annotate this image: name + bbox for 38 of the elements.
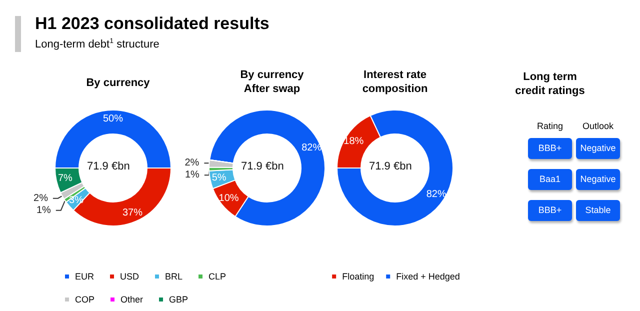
data-label: 2% [34,192,48,204]
text: Stable [576,200,620,221]
data-label: 7% [58,173,73,184]
data-label: 2% [184,158,200,169]
legend-label: COP [75,294,95,304]
data-label: 1% [184,170,200,181]
slice-label: By currency [86,77,151,89]
text: Negative [576,138,620,159]
text: 71.9 €bn [369,160,412,172]
text: Baa1 [528,169,572,190]
text: BBB+ [528,138,572,159]
text: 71.9 €bn [87,160,130,172]
data-label: 1% [36,204,51,216]
legend-label: EUR [75,272,94,282]
text: H1 2023 consolidated results [35,14,270,34]
legend-label: USD [120,272,140,282]
text: Long term credit ratings [514,70,586,98]
text: Outlook [581,121,615,131]
slice-label: By currency After swap [240,69,305,95]
data-label: 82% [302,142,322,154]
text: Rating [536,121,564,131]
data-label: 18% [344,136,364,148]
data-label: 10% [218,193,239,204]
legend-label: Floating [342,272,374,282]
chart-title: Interest rate composition [362,69,428,95]
text: Negative [576,169,620,190]
text: 71.9 €bn [241,160,284,172]
legend-label: Other [120,294,144,304]
data-label: 50% [102,114,124,124]
legend-label: CLP [208,272,226,282]
text: BBB+ [528,200,572,221]
data-label: 37% [122,207,143,218]
legend-label: GBP [169,294,188,304]
data-label: 5% [212,172,226,184]
legend-label: Fixed + Hedged [396,272,460,282]
data-label: 82% [426,188,446,200]
text: Long-term debt$^{1}$ structure [35,38,160,51]
legend-label: BRL [165,272,183,282]
